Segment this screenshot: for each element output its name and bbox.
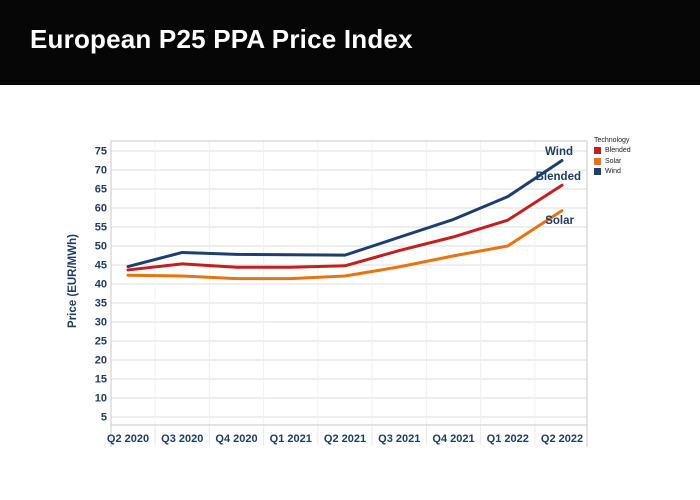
series-line-wind bbox=[126, 159, 564, 269]
legend-item-solar[interactable]: Solar bbox=[594, 157, 684, 165]
header-bar: European P25 PPA Price Index bbox=[0, 0, 700, 85]
legend-item-label: Wind bbox=[605, 168, 621, 175]
x-tick-label: Q3 2021 bbox=[378, 433, 420, 445]
x-tick-label: Q2 2020 bbox=[107, 433, 149, 445]
x-tick-label: Q4 2021 bbox=[432, 433, 474, 445]
blended-swatch-icon bbox=[594, 147, 601, 154]
y-tick-label: 75 bbox=[95, 146, 107, 158]
x-tick-label: Q3 2020 bbox=[161, 433, 203, 445]
series-label-wind: Wind bbox=[545, 146, 573, 158]
y-tick-label: 5 bbox=[101, 412, 107, 424]
chart-legend: Technology Blended Solar Wind bbox=[594, 137, 684, 179]
legend-title: Technology bbox=[594, 137, 630, 144]
series-label-blended: Blended bbox=[536, 171, 581, 183]
y-tick-label: 45 bbox=[95, 260, 107, 272]
legend-item-label: Blended bbox=[605, 147, 631, 154]
y-tick-label: 40 bbox=[95, 279, 107, 291]
y-tick-label: 10 bbox=[95, 393, 107, 405]
y-tick-label: 65 bbox=[95, 184, 107, 196]
line-chart: 75 70 65 60 55 50 45 40 35 30 25 20 15 10 5Q2 2020 Q3 2… bbox=[67, 140, 588, 447]
y-tick-label: 60 bbox=[95, 203, 107, 215]
series-label-solar: Solar bbox=[545, 215, 574, 227]
y-tick-label: 50 bbox=[95, 241, 107, 253]
x-tick-label: Q2 2022 bbox=[541, 433, 583, 445]
y-tick-label: 30 bbox=[95, 317, 107, 329]
page-title: European P25 PPA Price Index bbox=[30, 24, 413, 54]
y-tick-label: 35 bbox=[95, 298, 107, 310]
y-tick-label: 70 bbox=[95, 165, 107, 177]
y-tick-label: 20 bbox=[95, 355, 107, 367]
y-tick-label: 55 bbox=[95, 222, 107, 234]
x-tick-label: Q2 2021 bbox=[324, 433, 366, 445]
y-tick-label: 15 bbox=[95, 374, 107, 386]
y-axis-title: Price (EUR/MWh) bbox=[67, 234, 79, 328]
legend-item-wind[interactable]: Wind bbox=[594, 168, 684, 175]
solar-swatch-icon bbox=[594, 157, 601, 165]
x-tick-label: Q4 2020 bbox=[215, 433, 257, 445]
legend-item-blended[interactable]: Blended bbox=[594, 147, 684, 154]
series-line-blended bbox=[126, 183, 564, 272]
y-tick-label: 25 bbox=[95, 336, 107, 348]
x-tick-label: Q1 2022 bbox=[487, 433, 529, 445]
legend-item-label: Solar bbox=[605, 157, 622, 165]
chart-region: 75 70 65 60 55 50 45 40 35 30 25 20 15 10 5 Q2 2020 Q3 2… bbox=[0, 85, 700, 500]
series-line-solar bbox=[126, 209, 564, 281]
plot-border bbox=[110, 140, 588, 426]
wind-swatch-icon bbox=[594, 168, 601, 175]
x-tick-label: Q1 2021 bbox=[270, 433, 312, 445]
